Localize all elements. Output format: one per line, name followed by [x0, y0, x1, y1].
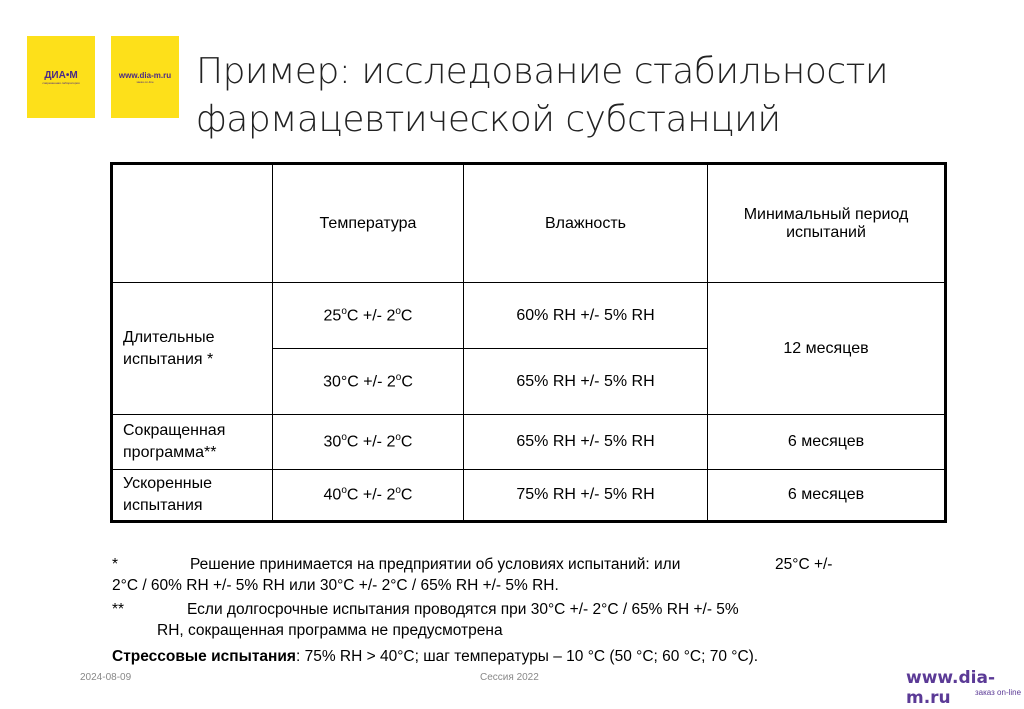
- humidity-cell: 65% RH +/- 5% RH: [463, 414, 708, 470]
- note-1-line2: 2°C / 60% RH +/- 5% RH или 30°C +/- 2°C …: [112, 577, 559, 594]
- note-2-line1: Если долгосрочные испытания проводятся п…: [187, 601, 739, 618]
- period-cell: 6 месяцев: [707, 414, 946, 470]
- header-temperature: Температура: [272, 163, 464, 283]
- humidity-cell: 65% RH +/- 5% RH: [463, 348, 708, 415]
- temp-cell: 40oC +/- 2oC: [272, 469, 464, 522]
- temp-cell: 25oC +/- 2oC: [272, 282, 464, 349]
- degree-superscript: o: [395, 371, 402, 383]
- note-1-mark: *: [112, 556, 119, 573]
- brand-url: www.dia-m.ru: [906, 668, 996, 708]
- degree-superscript: o: [341, 305, 347, 317]
- humidity-cell: 75% RH +/- 5% RH: [463, 469, 708, 522]
- degree-superscript: o: [395, 432, 401, 444]
- degree-superscript: o: [341, 432, 347, 444]
- degree-superscript: o: [341, 485, 347, 497]
- temp-text: C: [400, 307, 413, 325]
- temp-text: 30°C +/- 2: [323, 373, 396, 391]
- stress-text: : 75% RH > 40°C; шаг температуры – 10 °C…: [295, 648, 759, 665]
- dia-m-url-logo: www.dia-m.ru заказ on-line: [111, 36, 179, 118]
- note-1-line1: Решение принимается на предприятии об ус…: [190, 556, 681, 573]
- footer-date: 2024-08-09: [80, 672, 132, 683]
- page-title: Пример: исследование стабильности фармац…: [196, 51, 889, 140]
- period-cell: 6 месяцев: [707, 469, 946, 522]
- temp-text: 40: [323, 486, 342, 504]
- dia-m-logo: ДИА•М современная лаборатория: [27, 36, 95, 118]
- header-period: Минимальный период испытаний: [707, 163, 946, 283]
- temp-text: 30: [323, 433, 342, 451]
- temp-text: C: [401, 373, 413, 391]
- temp-cell: 30°C +/- 2oC: [272, 348, 464, 415]
- temp-text: C +/- 2: [346, 307, 396, 325]
- footer-session: Сессия 2022: [480, 672, 539, 683]
- period-cell: 12 месяцев: [707, 282, 946, 415]
- temp-text: C: [400, 433, 413, 451]
- note-2-line2: RH, сокращенная программа не предусмотре…: [157, 622, 503, 639]
- stress-label: Стрессовые испытания: [112, 648, 296, 665]
- row-label: Ускоренные испытания: [111, 469, 273, 522]
- note-1-tail: 25°C +/-: [775, 556, 833, 573]
- stability-table: Температура Влажность Минимальный период…: [110, 162, 947, 523]
- header-humidity: Влажность: [463, 163, 708, 283]
- row-label: Длительные испытания *: [111, 282, 273, 415]
- stress-note: Стрессовые испытания: 75% RH > 40°C; шаг…: [112, 646, 758, 667]
- temp-text: 25: [323, 307, 342, 325]
- degree-superscript: o: [395, 485, 401, 497]
- row-label: Сокращенная программа**: [111, 414, 273, 470]
- note-2-mark: **: [112, 601, 125, 618]
- temp-text: C +/- 2: [346, 433, 396, 451]
- header-empty: [111, 163, 273, 283]
- brand-sub: заказ on-line: [975, 688, 1022, 697]
- temp-text: C: [400, 486, 413, 504]
- degree-superscript: o: [395, 305, 401, 317]
- temp-text: C +/- 2: [346, 486, 396, 504]
- humidity-cell: 60% RH +/- 5% RH: [463, 282, 708, 349]
- temp-cell: 30oC +/- 2oC: [272, 414, 464, 470]
